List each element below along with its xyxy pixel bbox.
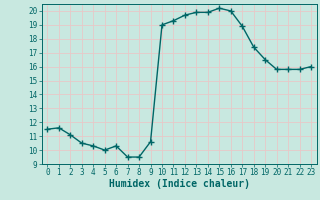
X-axis label: Humidex (Indice chaleur): Humidex (Indice chaleur) [109,179,250,189]
